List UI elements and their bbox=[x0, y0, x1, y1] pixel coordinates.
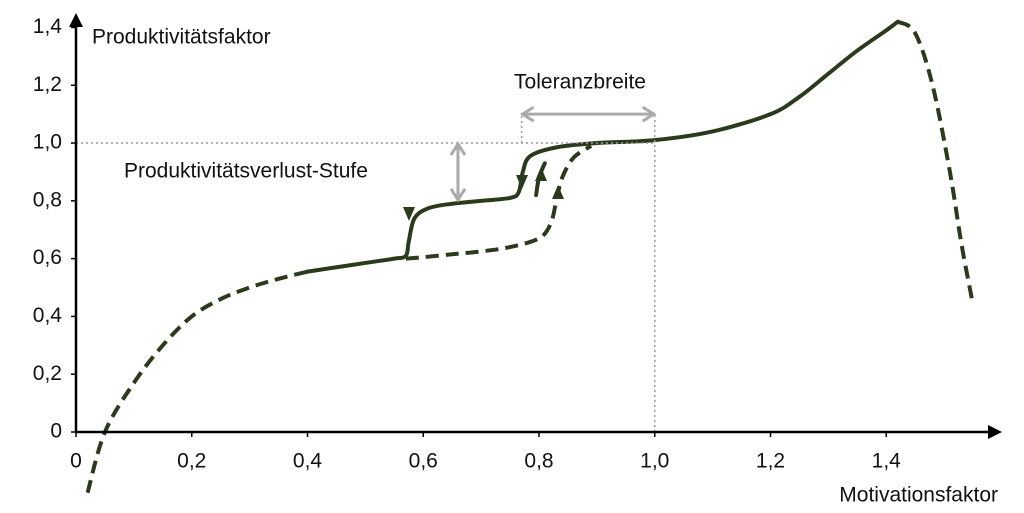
x-axis-arrow bbox=[988, 425, 1002, 439]
y-tick-label: 0,4 bbox=[33, 304, 63, 327]
x-tick-label: 1,0 bbox=[640, 450, 669, 473]
y-tick-label: 0,8 bbox=[33, 188, 62, 211]
solid-curve bbox=[305, 19, 900, 274]
arrow-down bbox=[403, 207, 415, 221]
x-axis-label: Motivationsfaktor bbox=[839, 484, 998, 507]
x-tick-label: 0 bbox=[70, 450, 82, 473]
tolerance-label: Toleranzbreite bbox=[514, 71, 646, 94]
y-tick-label: 0 bbox=[50, 420, 62, 443]
x-tick-label: 0,2 bbox=[177, 450, 206, 473]
y-tick-label: 1,2 bbox=[33, 73, 62, 96]
y-tick-label: 1,4 bbox=[33, 15, 63, 38]
dashed-curve bbox=[896, 19, 976, 306]
step-label: Produktivitätsverlust-Stufe bbox=[124, 160, 368, 183]
dashed-curve bbox=[85, 269, 308, 494]
arrow-head bbox=[449, 188, 467, 203]
direction-arrows bbox=[403, 167, 564, 221]
x-tick-label: 1,4 bbox=[872, 450, 902, 473]
y-axis-arrow bbox=[69, 13, 83, 27]
arrow-up bbox=[552, 185, 564, 199]
y-tick-label: 1,0 bbox=[33, 131, 62, 154]
x-tick-label: 1,2 bbox=[756, 450, 785, 473]
y-tick-label: 0,2 bbox=[33, 362, 62, 385]
arrow-down bbox=[516, 175, 528, 189]
dashed-curve bbox=[405, 144, 593, 261]
arrow-head bbox=[519, 105, 535, 123]
x-tick-label: 0,8 bbox=[524, 450, 553, 473]
arrow-head bbox=[641, 105, 657, 123]
arrow-up bbox=[535, 167, 547, 181]
y-axis-label: Produktivitätsfaktor bbox=[92, 26, 271, 49]
arrow-head bbox=[449, 141, 467, 156]
x-tick-label: 0,6 bbox=[409, 450, 438, 473]
y-tick-label: 0,6 bbox=[33, 246, 62, 269]
x-tick-label: 0,4 bbox=[293, 450, 323, 473]
